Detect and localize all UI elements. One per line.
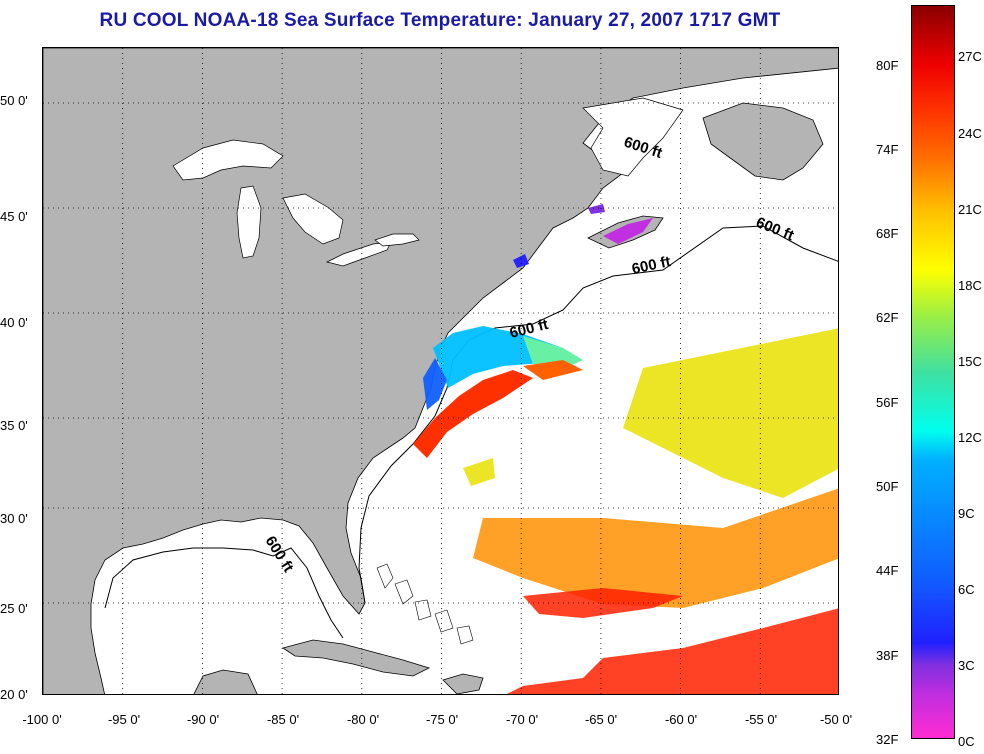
latitude-label: 45 0' (0, 209, 28, 224)
colorbar-f-label: 50F (876, 479, 899, 494)
colorbar-c-label: 12C (958, 430, 982, 445)
lake-ontario (374, 233, 420, 247)
sst-gulf-stream (413, 360, 583, 458)
bahamas-islands (376, 563, 474, 645)
colorbar-f-label: 38F (876, 648, 899, 663)
sst-orange-field (473, 488, 838, 608)
longitude-label: -75 0' (425, 712, 459, 727)
colorbar-f-label: 32F (876, 732, 899, 747)
longitude-label: -50 0' (819, 712, 853, 727)
latitude-label: 50 0' (0, 93, 28, 108)
colorbar-f-label: 74F (876, 142, 899, 157)
colorbar-f-label: 44F (876, 563, 899, 578)
longitude-label: -85 0' (266, 712, 300, 727)
colorbar-c-label: 0C (958, 734, 975, 749)
newfoundland-land (702, 102, 824, 181)
map-title: RU COOL NOAA-18 Sea Surface Temperature:… (99, 10, 781, 31)
lake-superior (172, 139, 284, 181)
longitude-label: -90 0' (186, 712, 220, 727)
longitude-label: -60 0' (664, 712, 698, 727)
latitude-label: 35 0' (0, 418, 28, 433)
longitude-label: -95 0' (107, 712, 141, 727)
longitude-label: -70 0' (505, 712, 539, 727)
colorbar-f-label: 68F (876, 226, 899, 241)
sst-cold-shelf (423, 254, 583, 410)
colorbar-c-label: 3C (958, 658, 975, 673)
longitude-label: -65 0' (584, 712, 618, 727)
gulf-of-st-lawrence (582, 97, 684, 177)
temperature-colorbar (911, 5, 955, 739)
sst-purple-patch (588, 204, 653, 244)
colorbar-f-label: 80F (876, 58, 899, 73)
lake-michigan (236, 185, 262, 259)
colorbar-c-label: 18C (958, 278, 982, 293)
hispaniola-land (442, 673, 484, 694)
colorbar-c-label: 27C (958, 49, 982, 64)
latitude-label: 20 0' (0, 687, 28, 702)
colorbar-c-label: 6C (958, 582, 975, 597)
colorbar-c-label: 21C (958, 202, 982, 217)
colorbar-f-label: 62F (876, 310, 899, 325)
longitude-label: -80 0' (346, 712, 380, 727)
lake-erie (325, 241, 392, 267)
latitude-label: 30 0' (0, 511, 28, 526)
latitude-label: 25 0' (0, 601, 28, 616)
lake-huron (282, 193, 344, 245)
sst-yellow-field (463, 328, 838, 498)
colorbar-c-label: 9C (958, 506, 975, 521)
latitude-label: 40 0' (0, 315, 28, 330)
yucatan-land (193, 669, 258, 694)
colorbar-c-label: 24C (958, 126, 982, 141)
longitude-label: -100 0' (22, 712, 62, 727)
sst-map: 600 ft 600 ft 600 ft 600 ft 600 ft (42, 47, 839, 695)
colorbar-f-label: 56F (876, 395, 899, 410)
gulf-isobath-line (104, 547, 344, 639)
graticule (43, 48, 838, 694)
cuba-land (282, 639, 431, 677)
longitude-label: -55 0' (744, 712, 778, 727)
colorbar-c-label: 15C (958, 354, 982, 369)
